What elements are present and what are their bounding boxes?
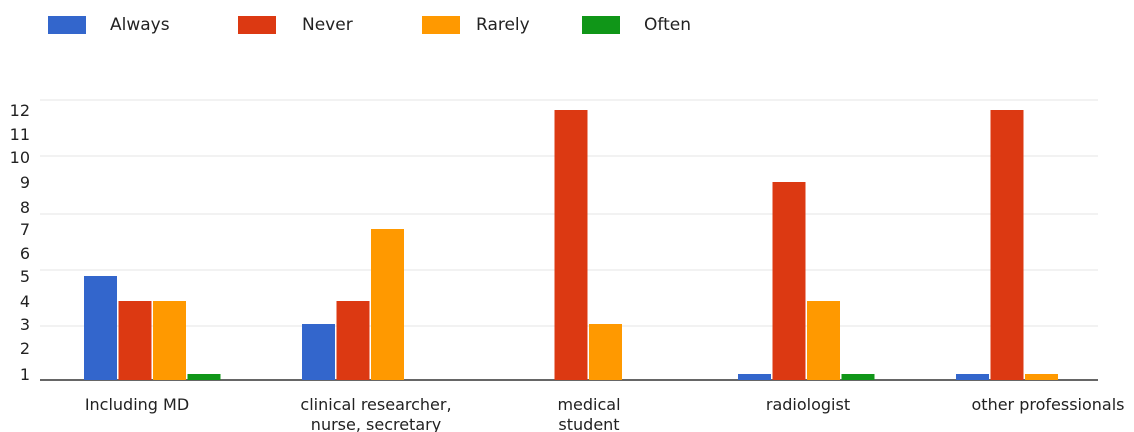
- y-tick-label: 6: [20, 244, 30, 263]
- x-category-label: nurse, secretary: [311, 415, 441, 432]
- bar-never-3: [772, 182, 806, 380]
- x-category-label: Including MD: [85, 395, 189, 414]
- x-category-label: medical: [557, 395, 620, 414]
- legend-label-rarely: Rarely: [476, 15, 530, 35]
- legend-swatch-always: [48, 16, 86, 34]
- bar-rarely-2: [589, 324, 622, 380]
- bar-always-3: [738, 374, 771, 380]
- y-tick-label: 1: [20, 365, 30, 384]
- legend-label-always: Always: [110, 15, 170, 35]
- bar-never-0: [118, 301, 152, 380]
- legend-label-often: Often: [644, 15, 691, 35]
- bar-never-1: [336, 301, 370, 380]
- legend-label-never: Never: [302, 15, 353, 35]
- bar-always-4: [956, 374, 989, 380]
- y-tick-label: 3: [20, 315, 30, 334]
- y-tick-label: 5: [20, 267, 30, 286]
- x-category-label: clinical researcher,: [300, 395, 451, 414]
- y-tick-label: 7: [20, 220, 30, 239]
- legend-swatch-rarely: [422, 16, 460, 34]
- bar-always-1: [302, 324, 335, 380]
- legend-swatch-never: [238, 16, 276, 34]
- y-tick-label: 2: [20, 339, 30, 358]
- legend-swatch-often: [582, 16, 620, 34]
- bar-often-3: [841, 374, 875, 380]
- y-tick-label: 10: [10, 148, 30, 167]
- bar-rarely-4: [1025, 374, 1058, 380]
- bar-rarely-1: [371, 229, 404, 380]
- bar-never-2: [554, 110, 588, 380]
- y-tick-label: 9: [20, 173, 30, 192]
- x-category-label: radiologist: [766, 395, 850, 414]
- y-tick-label: 8: [20, 198, 30, 217]
- bar-rarely-3: [807, 301, 840, 380]
- x-category-label: other professionals: [972, 395, 1125, 414]
- bar-never-4: [990, 110, 1024, 380]
- bar-rarely-0: [153, 301, 186, 380]
- bar-often-0: [187, 374, 221, 380]
- bar-always-0: [84, 276, 117, 380]
- y-tick-label: 4: [20, 292, 30, 311]
- y-tick-label: 12: [10, 101, 30, 120]
- x-category-label: student: [558, 415, 619, 432]
- y-tick-label: 11: [10, 125, 30, 144]
